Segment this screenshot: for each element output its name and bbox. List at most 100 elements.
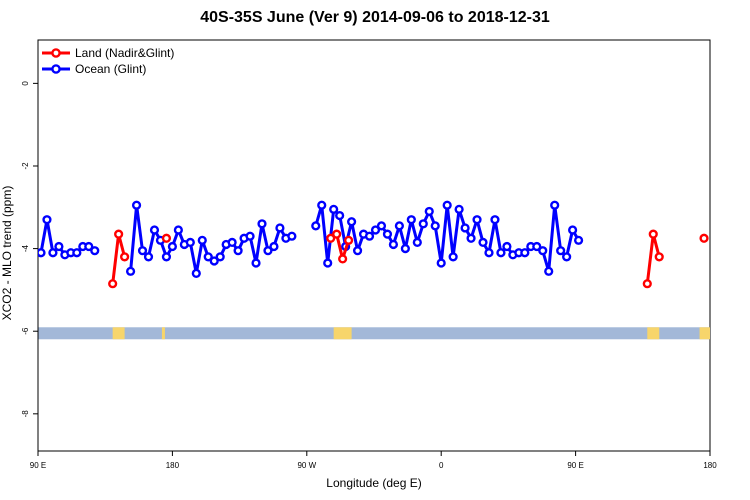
ocean-series-point	[173, 225, 183, 235]
ocean-series-point	[472, 215, 482, 225]
series-layer	[38, 200, 709, 289]
x-axis-ticks: 90 E 180 90 W 0 90 E 180	[30, 451, 717, 470]
ocean-series-point	[454, 204, 464, 214]
ocean-series-point	[550, 200, 560, 210]
x-tick-label: 180	[166, 461, 180, 470]
ocean-series-point	[227, 237, 237, 248]
legend-marker	[51, 64, 61, 74]
ocean-series-point	[406, 215, 416, 225]
ocean-series-point	[323, 258, 333, 268]
ocean-series-point	[84, 241, 94, 252]
ocean-series-point	[400, 243, 410, 254]
ocean-series-point	[424, 206, 434, 217]
ocean-series-point	[42, 215, 52, 225]
legend-marker	[51, 48, 61, 58]
ocean-series-point	[520, 248, 530, 258]
ocean-series-point	[233, 246, 243, 256]
ocean-series-point	[143, 252, 154, 262]
y-axis-label: XCO2 - MLO trend (ppm)	[0, 185, 14, 321]
ocean-series-point	[448, 252, 458, 262]
legend: Land (Nadir&Glint) Ocean (Glint)	[42, 46, 174, 76]
land-patch	[699, 327, 710, 340]
land-series-point	[120, 252, 130, 262]
land-series-point	[642, 279, 652, 289]
plot-frame	[37, 39, 711, 452]
ocean-series-point	[257, 219, 267, 229]
ocean-series-point	[484, 248, 494, 258]
ocean-series-point	[544, 266, 554, 276]
y-tick-label: 0	[21, 81, 30, 86]
ocean-series-point	[269, 241, 279, 252]
ocean-series-point	[167, 241, 178, 252]
ocean-series-point	[496, 248, 506, 258]
x-tick-label: 90 E	[30, 461, 46, 470]
ocean-series-point	[573, 235, 584, 245]
ocean-series-point	[215, 252, 225, 262]
y-axis-ticks: 0 -2 -4 -6 -8	[21, 81, 38, 418]
ocean-series-point	[287, 231, 297, 241]
ocean-series-point	[394, 221, 404, 231]
land-series-point	[338, 254, 348, 264]
ocean-series-point	[161, 252, 172, 262]
ocean-series-point	[275, 223, 285, 233]
series-clip-group	[38, 200, 709, 289]
ocean-series-point	[460, 223, 470, 233]
ocean-series-point	[197, 235, 207, 245]
land-series-point	[654, 252, 664, 262]
land-series-point	[114, 229, 124, 239]
ocean-series-point	[478, 237, 488, 248]
land-patch	[647, 327, 660, 340]
y-tick-label: -2	[21, 162, 30, 170]
ocean-series-point	[388, 239, 399, 250]
x-axis-label: Longitude (deg E)	[326, 476, 422, 490]
ocean-series-point	[335, 210, 345, 221]
ocean-series-point	[352, 246, 363, 256]
ocean-series-point	[90, 246, 100, 256]
land-series-point	[332, 229, 342, 239]
ocean-series-point	[532, 241, 542, 252]
legend-label: Land (Nadir&Glint)	[75, 46, 174, 60]
land-series-point	[699, 233, 709, 243]
ocean-series-point	[137, 246, 148, 256]
ocean-series-point	[430, 221, 440, 231]
y-tick-label: -8	[21, 410, 30, 418]
ocean-series-point	[556, 246, 566, 256]
ocean-series-point	[245, 231, 255, 241]
land-series-point	[161, 233, 172, 243]
ocean-series-point	[418, 219, 428, 229]
land-patch	[333, 327, 352, 340]
ocean-series-point	[538, 246, 548, 256]
ocean-series-point	[191, 268, 201, 278]
ocean-series-point	[125, 266, 136, 276]
ocean-series-point	[38, 248, 46, 258]
ocean-series-point	[263, 246, 273, 256]
x-tick-label: 90 W	[297, 461, 316, 470]
ocean-series-point	[48, 248, 58, 258]
ocean-series-point	[490, 215, 500, 225]
ocean-series-point	[568, 225, 578, 235]
y-tick-label: -6	[21, 327, 30, 335]
ocean-series-point	[412, 237, 422, 248]
land-patch	[112, 327, 125, 340]
ocean-series-point	[562, 252, 572, 262]
x-tick-label: 90 E	[567, 461, 583, 470]
ocean-series-point	[436, 258, 446, 268]
ocean-series-point	[376, 221, 387, 231]
ocean-series-point	[149, 225, 160, 235]
ocean-series-line	[314, 203, 580, 273]
land-series-point	[326, 233, 336, 243]
x-tick-label: 0	[439, 461, 444, 470]
ocean-series-point	[72, 248, 82, 258]
land-patch	[161, 327, 165, 340]
ocean-series-point	[185, 237, 195, 248]
ocean-series-point	[209, 256, 219, 266]
ocean-series-point	[370, 225, 381, 235]
land-series-point	[108, 279, 118, 289]
legend-label: Ocean (Glint)	[75, 62, 146, 76]
ocean-series-point	[466, 233, 476, 243]
chart-title: 40S-35S June (Ver 9) 2014-09-06 to 2018-…	[200, 9, 550, 26]
ocean-series-point	[311, 221, 321, 231]
y-tick-label: -4	[21, 244, 30, 252]
ocean-series-point	[442, 200, 452, 210]
